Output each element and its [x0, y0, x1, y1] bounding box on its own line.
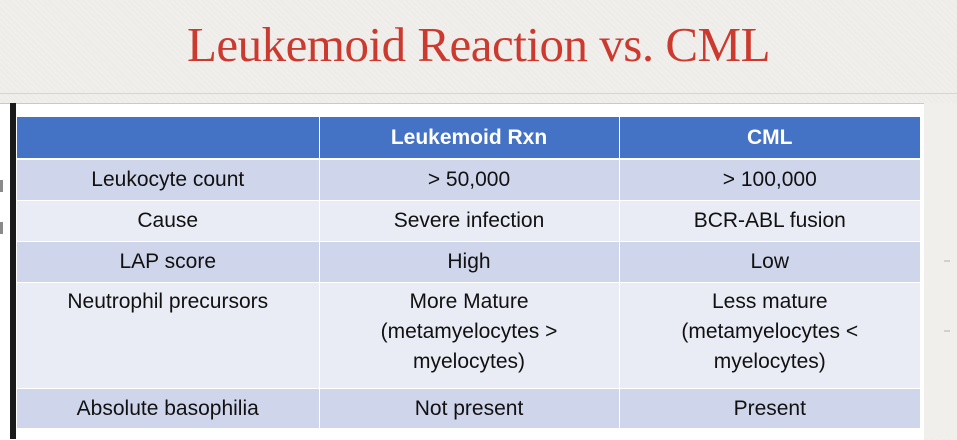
cell-line: (metamyelocytes <	[681, 320, 859, 343]
header-cell-cml: CML	[619, 117, 920, 160]
cell-line: Less mature	[711, 290, 828, 313]
cml-cell: > 100,000	[619, 159, 920, 201]
image-edge-mark	[0, 180, 3, 192]
header-cell-feature	[17, 117, 320, 160]
cml-cell: Low	[619, 241, 920, 283]
header-cell-leukemoid: Leukemoid Rxn	[319, 117, 620, 160]
leukemoid-cell: More Mature (metamyelocytes > myelocytes…	[319, 282, 620, 389]
leukemoid-cell: Not present	[319, 388, 620, 429]
table-header-row: Leukemoid Rxn CML	[17, 117, 920, 160]
feature-cell: Leukocyte count	[17, 159, 320, 201]
cml-cell: Less mature (metamyelocytes < myelocytes…	[619, 282, 920, 389]
title-divider	[0, 93, 957, 94]
cell-line: myelocytes)	[412, 350, 526, 373]
table-row: Absolute basophilia Not present Present	[17, 388, 920, 429]
table-row: Leukocyte count > 50,000 > 100,000	[17, 159, 920, 201]
cell-line: myelocytes)	[713, 350, 826, 373]
slide-title: Leukemoid Reaction vs. CML	[186, 17, 771, 72]
cell-line: More Mature	[409, 290, 529, 313]
feature-cell: Cause	[17, 200, 320, 242]
leukemoid-cell: Severe infection	[319, 200, 620, 242]
table-row: LAP score High Low	[17, 241, 920, 283]
table-row: Neutrophil precursors More Mature (metam…	[17, 282, 920, 389]
cml-cell: BCR-ABL fusion	[619, 200, 920, 242]
leukemoid-cell: > 50,000	[319, 159, 620, 201]
slide-edge-mark	[944, 330, 950, 332]
cell-line: (metamyelocytes >	[380, 320, 558, 343]
image-edge-mark	[0, 222, 3, 234]
slide-edge-mark	[944, 260, 950, 262]
leukemoid-cell: High	[319, 241, 620, 283]
feature-cell: Neutrophil precursors	[17, 282, 320, 389]
table-row: Cause Severe infection BCR-ABL fusion	[17, 200, 920, 242]
image-left-border	[10, 103, 16, 439]
comparison-table: Leukemoid Rxn CML Leukocyte count > 50,0…	[17, 117, 920, 429]
cml-cell: Present	[619, 388, 920, 429]
feature-cell: Absolute basophilia	[17, 388, 320, 429]
feature-cell: LAP score	[17, 241, 320, 283]
slide-margin-right	[924, 103, 957, 439]
